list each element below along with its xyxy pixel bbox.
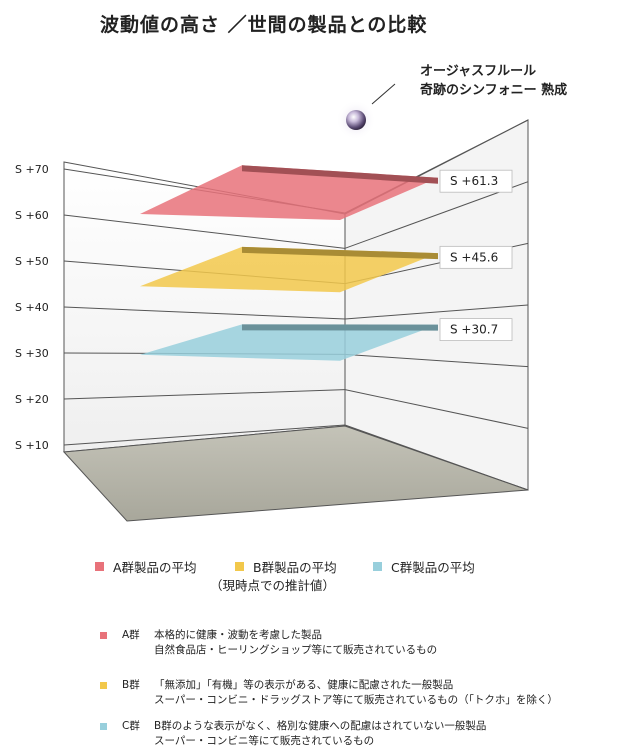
y-tick-label: S +60 — [15, 209, 49, 222]
chart-title: 波動値の高さ ／世間の製品との比較 — [100, 14, 428, 36]
value-label-box — [439, 245, 513, 269]
desc-text-a: 本格的に健康・波動を考慮した製品 自然食品店・ヒーリングショップ等にて販売されて… — [154, 628, 437, 658]
desc-name-c: C群 — [122, 720, 140, 732]
y-tick-label: S +50 — [15, 255, 49, 268]
bar-plane-edge — [242, 324, 438, 331]
desc-line: B群のような表示がなく、格別な健康への配慮はされていない一般製品 — [154, 720, 487, 732]
gridline-back — [63, 306, 346, 320]
chart-plot: S +70 S +60 S +50 S +40 S +30 S +20 S +10 S +6… — [15, 83, 529, 522]
bar-plane-edge — [242, 246, 438, 260]
legend-label-b: B群製品の平均 — [253, 560, 337, 575]
gridline-side — [344, 424, 529, 491]
legend-item-c: C群製品の平均 — [373, 557, 475, 576]
desc-line: スーパー・コンビニ等にて販売されているもの — [154, 735, 375, 747]
gridline-side — [344, 389, 529, 429]
value-label: S +45.6 — [450, 250, 498, 264]
gridline-side — [344, 353, 529, 368]
bar-plane-c: S +30.7 — [140, 318, 513, 361]
desc-text-b: 「無添加」「有機」等の表示がある、健康に配慮された一般製品 スーパー・コンビニ・… — [154, 678, 558, 708]
gridline-back — [63, 389, 346, 400]
bar-plane-b: S +45.6 — [140, 245, 513, 293]
desc-name-a: A群 — [122, 629, 140, 641]
desc-swatch-b — [100, 682, 107, 689]
legend-swatch-a — [95, 562, 104, 571]
value-label-box — [439, 318, 513, 342]
gridline-side — [344, 304, 529, 320]
bar-planes: S +61.3 S +45.6 S +30.7 — [140, 165, 513, 361]
desc-line: 本格的に健康・波動を考慮した製品 — [154, 629, 322, 641]
y-tick-labels: S +70 S +60 S +50 S +40 S +30 S +20 S +10 — [15, 163, 49, 452]
annotation-line-2: 奇跡のシンフォニー 熟成 — [420, 83, 568, 98]
desc-line: スーパー・コンビニ・ドラッグストア等にて販売されているもの（「トクホ」を除く） — [154, 694, 558, 706]
desc-line: 「無添加」「有機」等の表示がある、健康に配慮された一般製品 — [154, 679, 454, 691]
desc-swatch-a — [100, 632, 107, 639]
desc-name-b: B群 — [122, 679, 140, 691]
annotation-line-1: オージャスフルール — [420, 64, 537, 79]
annotation-leader-line — [371, 83, 396, 105]
bar-plane-edge — [242, 165, 438, 184]
desc-line: 自然食品店・ヒーリングショップ等にて販売されているもの — [154, 644, 438, 656]
value-label: S +61.3 — [450, 174, 498, 188]
pearl-icon — [346, 110, 366, 130]
desc-swatch-c — [100, 723, 107, 730]
legend-item-a: A群製品の平均 — [95, 557, 197, 576]
legend-label-c: C群製品の平均 — [391, 560, 475, 575]
legend-item-b: B群製品の平均 — [235, 557, 337, 576]
gridline-side — [344, 181, 529, 249]
value-label: S +30.7 — [450, 323, 498, 337]
legend-swatch-c — [373, 562, 382, 571]
bar-plane-top — [140, 324, 438, 361]
y-tick-label: S +70 — [15, 163, 49, 176]
legend-swatch-b — [235, 562, 244, 571]
y-tick-label: S +20 — [15, 393, 49, 406]
legend-label-a: A群製品の平均 — [113, 560, 197, 575]
desc-text-c: B群のような表示がなく、格別な健康への配慮はされていない一般製品 スーパー・コン… — [154, 719, 486, 749]
y-tick-label: S +40 — [15, 301, 49, 314]
gridline-back — [63, 214, 346, 249]
bar-plane-top — [140, 246, 438, 293]
y-tick-label: S +30 — [15, 347, 49, 360]
product-annotation: オージャスフルール 奇跡のシンフォニー 熟成 — [420, 62, 567, 100]
legend-note: （現時点での推計値） — [210, 578, 336, 593]
gridline-back — [63, 424, 346, 446]
y-tick-label: S +10 — [15, 439, 49, 452]
value-label-box — [439, 169, 513, 193]
bar-plane-a: S +61.3 — [140, 165, 513, 221]
